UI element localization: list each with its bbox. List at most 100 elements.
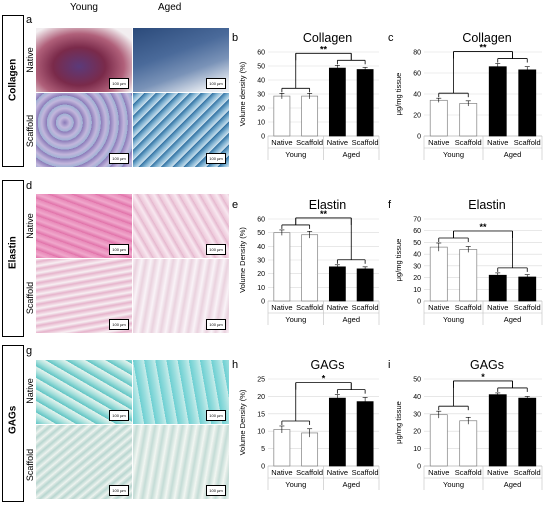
bar	[459, 103, 478, 137]
x-tick-label: Scaffold	[352, 303, 379, 312]
y-tick-label: 10	[413, 446, 421, 453]
y-tick-label: 60	[257, 217, 265, 224]
bar	[356, 268, 374, 302]
y-tick-label: 25	[257, 377, 265, 384]
bar	[429, 99, 448, 137]
x-tick-label: Native	[487, 468, 508, 477]
side-label-elastin: Elastin	[7, 235, 19, 269]
group-label: Young	[285, 315, 306, 324]
chart-title: GAGs	[470, 358, 504, 372]
y-tick-label: 20	[413, 429, 421, 436]
bar	[301, 95, 319, 137]
x-tick-label: Scaffold	[455, 468, 482, 477]
y-tick-label: 20	[413, 275, 421, 282]
y-tick-label: 15	[257, 411, 265, 418]
y-tick-label: 80	[413, 50, 421, 57]
y-tick-label: 10	[257, 120, 265, 127]
significance-marker: **	[479, 222, 487, 232]
group-label: Young	[443, 480, 464, 489]
y-tick-label: 60	[413, 228, 421, 235]
y-axis-label: Volume Density (%)	[238, 389, 247, 455]
panel-letter-g: g	[26, 345, 33, 357]
group-label: Young	[285, 480, 306, 489]
panel-letter-a: a	[26, 14, 33, 26]
panel-letter-e: e	[232, 199, 238, 211]
y-axis-label: μg/mg tissue	[394, 73, 403, 116]
bar	[328, 266, 346, 302]
y-tick-label: 0	[261, 134, 265, 141]
y-axis-label: Volume Density (%)	[238, 227, 247, 293]
x-tick-label: Native	[487, 303, 508, 312]
x-tick-label: Native	[327, 468, 348, 477]
x-tick-label: Native	[428, 468, 449, 477]
y-tick-label: 10	[257, 429, 265, 436]
y-tick-label: 60	[257, 50, 265, 57]
x-tick-label: Scaffold	[296, 303, 323, 312]
significance-marker: *	[322, 374, 326, 384]
micrograph-gags-young-native: 100 µm	[36, 360, 132, 424]
significance-marker: *	[481, 372, 485, 382]
y-tick-label: 0	[417, 134, 421, 141]
x-tick-label: Native	[271, 468, 292, 477]
group-label: Young	[443, 315, 464, 324]
micrograph-collagen-young-native: 100 µm	[36, 28, 132, 92]
bar	[459, 249, 478, 302]
significance-marker: **	[320, 44, 328, 54]
scale-bar: 100 µm	[206, 410, 226, 421]
x-tick-label: Native	[271, 138, 292, 147]
bar	[328, 397, 346, 467]
row-label-elastin-scaffold: Scaffold	[25, 281, 35, 315]
chart-b: b Collagen Volume density (%) 0 10 20 30 40 50 60…	[232, 31, 380, 160]
panel-letter-f: f	[388, 199, 392, 211]
scale-bar: 100 µm	[109, 410, 129, 421]
panel-letter-b: b	[232, 32, 238, 44]
significance-marker: **	[320, 209, 328, 219]
x-tick-label: Native	[428, 303, 449, 312]
chart-c: c Collagen μg/mg tissue 0 20 40 60 80 Native Scaf…	[388, 31, 543, 160]
chart-title: Elastin	[309, 198, 347, 212]
chart-title: Collagen	[303, 31, 352, 45]
side-box-gags: GAGs	[2, 345, 24, 502]
x-tick-label: Native	[487, 138, 508, 147]
panel-letter-c: c	[388, 32, 394, 44]
panel-letter-d: d	[26, 180, 33, 192]
micrograph-collagen-aged-native: 100 µm	[133, 28, 229, 92]
y-axis-label: μg/mg tissue	[394, 239, 403, 282]
column-header-young: Young	[70, 2, 98, 13]
bar	[356, 69, 374, 137]
group-label: Aged	[342, 315, 360, 324]
micrograph-elastin-aged-scaffold: 100 µm	[133, 259, 229, 333]
bar	[488, 394, 507, 467]
bar	[273, 232, 291, 302]
bar	[459, 420, 478, 467]
x-tick-label: Scaffold	[296, 138, 323, 147]
x-tick-label: Scaffold	[455, 303, 482, 312]
bar	[328, 67, 346, 137]
y-tick-label: 30	[413, 263, 421, 270]
scale-bar: 100 µm	[206, 319, 226, 330]
chart-title: Collagen	[462, 31, 511, 45]
row-label-gags-scaffold: Scaffold	[25, 448, 35, 482]
row-label-collagen-native: Native	[25, 47, 35, 73]
y-tick-label: 50	[413, 240, 421, 247]
y-tick-label: 5	[261, 446, 265, 453]
micrograph-elastin-aged-native: 100 µm	[133, 194, 229, 258]
group-label: Young	[443, 150, 464, 159]
x-tick-label: Scaffold	[514, 468, 541, 477]
y-tick-label: 10	[257, 285, 265, 292]
micrograph-collagen-aged-scaffold: 100 µm	[133, 93, 229, 167]
panel-letter-i: i	[388, 359, 390, 371]
y-tick-label: 50	[257, 230, 265, 237]
chart-e: e Elastin Volume Density (%) 0 10 20 30 40 50 60 N…	[232, 198, 380, 325]
micrograph-gags-young-scaffold: 100 µm	[36, 425, 132, 499]
y-tick-label: 10	[413, 287, 421, 294]
x-tick-label: Scaffold	[514, 138, 541, 147]
bar	[488, 274, 507, 302]
chart-i: i GAGs μg/mg tissue 0 10 20 30 40 50 Native Scaffo…	[388, 358, 543, 490]
y-tick-label: 0	[261, 299, 265, 306]
group-label: Aged	[504, 150, 522, 159]
chart-f: f Elastin μg/mg tissue 0 10 20 30 40 50 60 70 Nativ…	[388, 198, 543, 325]
chart-h: h GAGs Volume Density (%) 0 5 10 15 20 25 Native S…	[232, 358, 380, 490]
x-tick-label: Scaffold	[296, 468, 323, 477]
row-label-gags-native: Native	[25, 378, 35, 404]
